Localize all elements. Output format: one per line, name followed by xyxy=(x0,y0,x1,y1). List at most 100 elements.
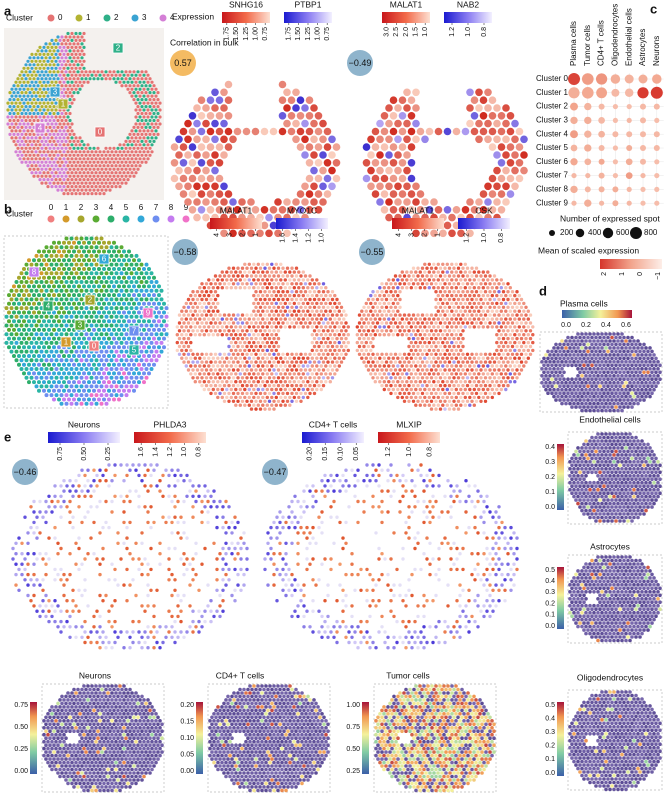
tissue-spot xyxy=(32,70,36,74)
expression-spot xyxy=(213,297,218,302)
tissue-spot xyxy=(118,178,122,182)
tissue-spot xyxy=(99,245,104,250)
tissue-spot xyxy=(38,94,42,98)
expression-spot xyxy=(463,317,467,321)
tissue-spot xyxy=(54,150,58,154)
tissue-spot xyxy=(34,157,38,161)
expression-spot xyxy=(366,352,371,356)
tissue-spot xyxy=(142,362,146,367)
expression-spot xyxy=(326,368,330,372)
expression-spot xyxy=(524,336,528,341)
expression-spot xyxy=(463,403,467,407)
expression-spot xyxy=(375,297,380,302)
expression-spot xyxy=(198,293,202,298)
expression-spot xyxy=(182,336,186,341)
expression-spot xyxy=(202,333,206,337)
expression-spot xyxy=(216,333,220,337)
expression-spot xyxy=(193,213,201,222)
expression-spot xyxy=(425,376,429,380)
expression-spot xyxy=(452,344,456,349)
tissue-spot xyxy=(6,108,10,112)
expression-spot xyxy=(357,321,362,325)
expression-spot xyxy=(211,333,215,337)
tissue-spot xyxy=(128,153,132,157)
tissue-spot xyxy=(50,101,54,105)
expression-spot xyxy=(425,399,429,403)
tissue-spot xyxy=(56,139,60,143)
expression-spot xyxy=(531,340,535,345)
expression-spot xyxy=(222,282,227,286)
tissue-spot xyxy=(70,143,74,147)
tissue-spot xyxy=(59,367,64,371)
expression-spot xyxy=(175,151,183,159)
expression-spot xyxy=(357,336,362,341)
expression-spot xyxy=(292,104,300,112)
tissue-spot xyxy=(49,245,54,250)
tissue-spot xyxy=(79,367,84,371)
expression-spot xyxy=(306,356,310,360)
expression-spot xyxy=(459,293,463,298)
map-spot xyxy=(626,335,630,340)
tissue-spot xyxy=(44,262,49,267)
expression-spot xyxy=(497,143,506,151)
expression-spot xyxy=(213,360,218,364)
expression-spot xyxy=(398,174,407,183)
tissue-spot xyxy=(74,332,79,337)
tissue-spot xyxy=(89,401,94,406)
expression-spot xyxy=(456,344,461,349)
expression-spot xyxy=(474,266,479,270)
map-spot xyxy=(564,339,568,343)
expression-spot xyxy=(285,282,290,286)
expression-spot xyxy=(475,119,483,128)
expression-spot xyxy=(454,278,458,282)
tissue-spot xyxy=(104,245,109,250)
expression-spot xyxy=(272,321,276,325)
tissue-spot xyxy=(104,167,108,171)
tissue-spot xyxy=(70,192,74,196)
tissue-spot xyxy=(119,393,124,398)
expression-spot xyxy=(261,333,265,337)
tissue-spot xyxy=(119,349,124,354)
expression-spot xyxy=(479,360,483,364)
expression-spot xyxy=(423,372,427,376)
tissue-spot xyxy=(89,314,94,319)
expression-spot xyxy=(447,352,452,356)
expression-spot xyxy=(209,352,213,356)
tissue-spot xyxy=(134,73,138,77)
expression-spot xyxy=(281,383,285,388)
expression-spot xyxy=(182,305,186,309)
expression-spot xyxy=(418,270,422,274)
expression-spot xyxy=(475,88,483,97)
expression-spot xyxy=(281,282,285,286)
tissue-spot xyxy=(104,323,109,328)
expression-spot xyxy=(240,344,245,349)
map-spot xyxy=(622,349,626,354)
tissue-spot xyxy=(26,150,30,154)
tissue-spot xyxy=(146,87,150,91)
tissue-spot xyxy=(57,354,61,358)
expression-spot xyxy=(179,159,188,167)
tissue-spot xyxy=(39,271,44,276)
tick-label: 1.00 xyxy=(252,27,259,41)
expression-spot xyxy=(418,395,422,400)
expression-spot xyxy=(483,321,488,325)
expression-spot xyxy=(326,360,330,364)
tissue-spot xyxy=(162,327,166,332)
expression-spot xyxy=(394,182,402,191)
expression-spot xyxy=(376,198,384,206)
expression-spot xyxy=(258,368,263,372)
tissue-spot xyxy=(26,129,30,133)
tissue-spot xyxy=(122,80,126,84)
tissue-spot xyxy=(24,288,29,293)
tissue-spot xyxy=(59,262,64,267)
tissue-spot xyxy=(127,336,131,341)
tissue-spot xyxy=(18,94,22,98)
expression-spot xyxy=(216,293,220,298)
expression-spot xyxy=(465,376,470,380)
dot xyxy=(626,104,632,110)
tissue-spot xyxy=(80,56,84,60)
expression-spot xyxy=(319,380,323,384)
tissue-spot xyxy=(86,157,90,161)
expression-spot xyxy=(184,348,188,353)
tissue-spot xyxy=(12,327,16,332)
